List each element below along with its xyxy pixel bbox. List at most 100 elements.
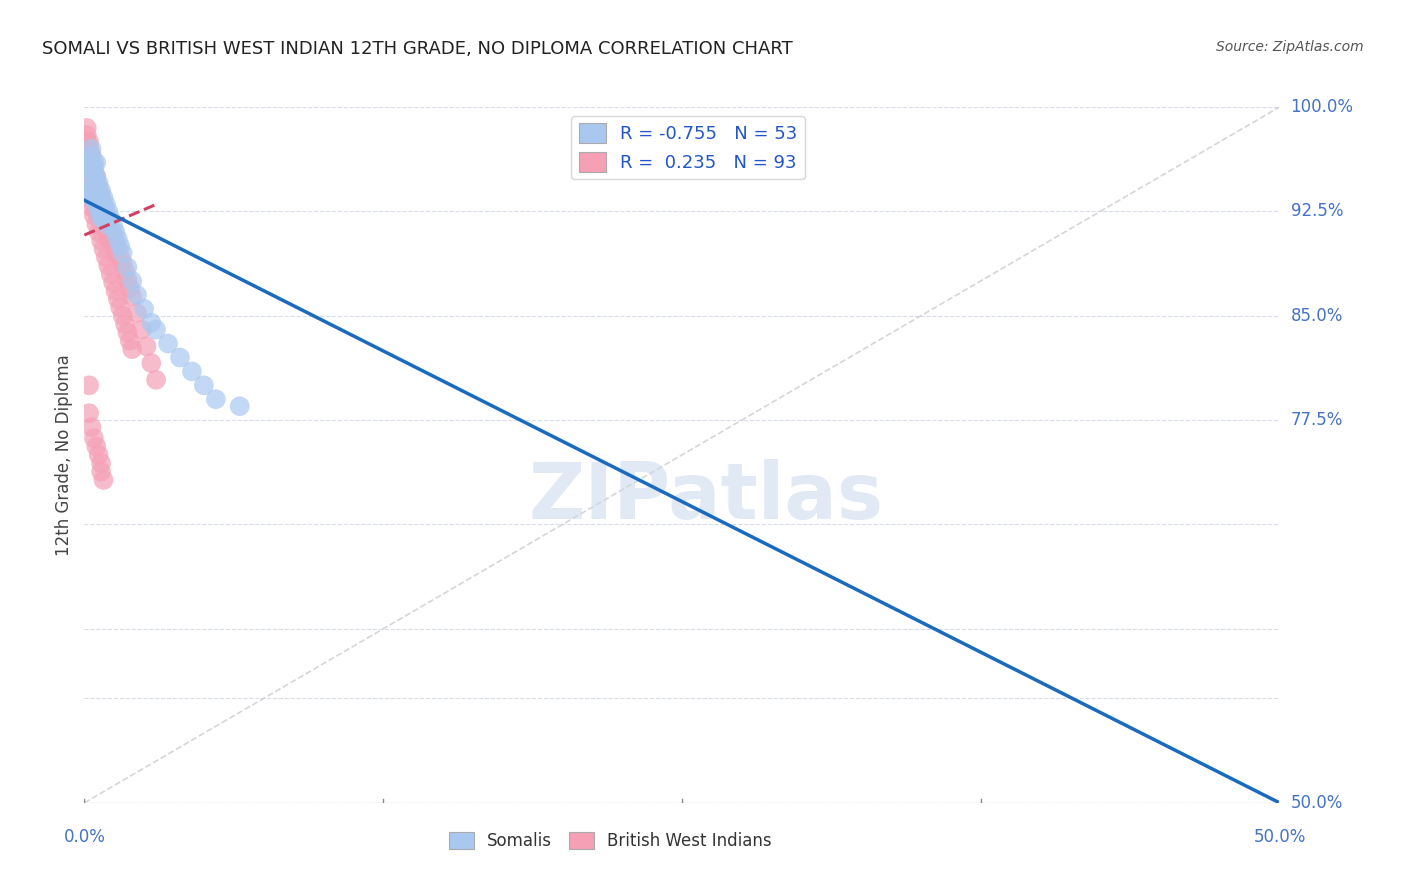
- Point: [87, 197, 110, 211]
- Point: [93, 473, 115, 487]
- Point: [80, 177, 103, 191]
- Point: [76, 184, 98, 198]
- Point: [90, 234, 112, 248]
- Point: [86, 169, 108, 184]
- Point: [111, 256, 134, 270]
- Point: [205, 392, 228, 407]
- Point: [90, 465, 112, 479]
- Point: [86, 204, 108, 219]
- Point: [77, 378, 100, 392]
- Point: [100, 232, 122, 246]
- Point: [80, 142, 103, 156]
- Point: [83, 177, 105, 191]
- Point: [117, 260, 139, 274]
- Point: [125, 288, 148, 302]
- Point: [97, 219, 120, 233]
- Point: [83, 167, 105, 181]
- Point: [80, 149, 103, 163]
- Y-axis label: 12th Grade, No Diploma: 12th Grade, No Diploma: [55, 354, 73, 556]
- Point: [97, 259, 120, 273]
- Point: [77, 155, 100, 169]
- Text: 100.0%: 100.0%: [1291, 98, 1354, 116]
- Point: [131, 323, 153, 337]
- Point: [90, 211, 112, 226]
- Point: [80, 169, 103, 184]
- Point: [76, 155, 98, 169]
- Point: [110, 250, 132, 264]
- Point: [83, 190, 105, 204]
- Point: [87, 190, 110, 204]
- Text: 85.0%: 85.0%: [1291, 307, 1343, 325]
- Point: [86, 155, 108, 169]
- Point: [87, 204, 110, 219]
- Point: [110, 239, 132, 253]
- Point: [104, 246, 127, 260]
- Point: [77, 142, 100, 156]
- Point: [93, 197, 115, 211]
- Point: [87, 189, 110, 203]
- Text: 77.5%: 77.5%: [1291, 411, 1343, 429]
- Point: [90, 214, 112, 228]
- Point: [100, 267, 122, 281]
- Point: [86, 184, 108, 198]
- Point: [80, 200, 103, 214]
- Point: [76, 162, 98, 177]
- Text: 92.5%: 92.5%: [1291, 202, 1343, 220]
- Point: [83, 159, 105, 173]
- Point: [77, 406, 100, 420]
- Point: [86, 197, 108, 211]
- Point: [107, 232, 129, 246]
- Point: [83, 431, 105, 445]
- Point: [77, 169, 100, 184]
- Point: [121, 289, 143, 303]
- Point: [104, 225, 127, 239]
- Point: [90, 456, 112, 470]
- Point: [114, 264, 136, 278]
- Point: [87, 448, 110, 462]
- Point: [125, 306, 148, 320]
- Point: [157, 336, 180, 351]
- Point: [111, 309, 134, 323]
- Point: [114, 317, 136, 331]
- Point: [76, 155, 98, 169]
- Point: [97, 214, 120, 228]
- Point: [80, 184, 103, 198]
- Point: [100, 222, 122, 236]
- Point: [87, 206, 110, 220]
- Point: [77, 149, 100, 163]
- Point: [118, 334, 141, 348]
- Point: [141, 356, 163, 370]
- Point: [100, 211, 122, 226]
- Point: [93, 211, 115, 226]
- Point: [86, 178, 108, 192]
- Point: [117, 326, 139, 340]
- Text: ZIPatlas: ZIPatlas: [529, 458, 883, 534]
- Text: 50.0%: 50.0%: [1253, 828, 1306, 846]
- Point: [86, 217, 108, 231]
- Point: [132, 301, 156, 316]
- Point: [229, 399, 252, 413]
- Point: [97, 232, 120, 246]
- Point: [135, 339, 157, 353]
- Point: [83, 155, 105, 169]
- Point: [94, 197, 117, 211]
- Point: [76, 142, 98, 156]
- Point: [90, 206, 112, 220]
- Text: Source: ZipAtlas.com: Source: ZipAtlas.com: [1216, 40, 1364, 54]
- Point: [107, 292, 129, 306]
- Point: [101, 219, 124, 233]
- Point: [86, 186, 108, 201]
- Point: [76, 128, 98, 142]
- Point: [80, 184, 103, 198]
- Point: [86, 190, 108, 204]
- Point: [118, 281, 141, 295]
- Point: [86, 197, 108, 211]
- Point: [87, 180, 110, 194]
- Point: [77, 184, 100, 198]
- Point: [110, 301, 132, 315]
- Point: [86, 440, 108, 454]
- Point: [90, 197, 112, 211]
- Text: SOMALI VS BRITISH WEST INDIAN 12TH GRADE, NO DIPLOMA CORRELATION CHART: SOMALI VS BRITISH WEST INDIAN 12TH GRADE…: [42, 40, 793, 58]
- Legend: Somalis, British West Indians: Somalis, British West Indians: [441, 826, 779, 857]
- Point: [93, 217, 115, 231]
